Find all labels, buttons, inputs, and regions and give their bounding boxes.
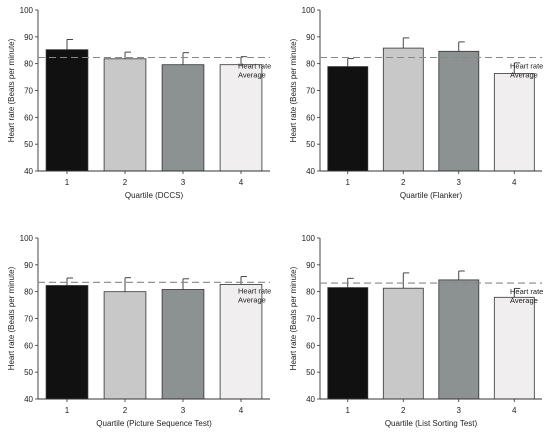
average-label: Average (510, 70, 538, 79)
x-axis-title: Quartile (DCCS) (125, 191, 184, 200)
y-tick-label: 40 (24, 395, 33, 404)
x-axis-title: Quartile (Flanker) (400, 191, 463, 200)
x-tick-label: 4 (512, 178, 517, 187)
y-tick-label: 100 (20, 6, 34, 15)
average-label: Heart rate (238, 61, 271, 70)
bar-3 (161, 289, 205, 400)
x-tick-label: 2 (123, 178, 128, 187)
y-tick-label: 60 (306, 113, 315, 122)
bar-4 (219, 283, 263, 400)
x-axis-title: Quartile (Picture Sequence Test) (96, 419, 212, 428)
bar-1 (45, 49, 89, 172)
y-axis-title: Heart rate (Beats per minute) (289, 38, 298, 142)
bar-2 (103, 58, 147, 172)
y-tick-label: 60 (306, 341, 315, 350)
average-label: Heart rate (238, 286, 271, 295)
bar-3 (438, 279, 480, 400)
y-tick-label: 70 (306, 315, 315, 324)
y-tick-label: 70 (306, 87, 315, 96)
y-tick-label: 70 (24, 315, 33, 324)
y-tick-label: 40 (24, 167, 33, 176)
x-tick-label: 1 (346, 178, 351, 187)
y-axis-title: Heart rate (Beats per minute) (7, 38, 16, 142)
bar-1 (45, 285, 89, 400)
x-tick-label: 4 (239, 178, 244, 187)
x-tick-label: 2 (401, 406, 406, 415)
y-tick-label: 50 (24, 140, 33, 149)
y-tick-label: 70 (24, 87, 33, 96)
y-tick-label: 90 (306, 261, 315, 270)
y-tick-label: 100 (302, 234, 316, 243)
y-tick-label: 90 (24, 33, 33, 42)
y-tick-label: 90 (24, 261, 33, 270)
average-label: Average (238, 295, 266, 304)
x-tick-label: 1 (65, 178, 70, 187)
x-tick-label: 1 (346, 406, 351, 415)
y-tick-label: 80 (306, 288, 315, 297)
x-axis-title: Quartile (List Sorting Test) (385, 419, 478, 428)
bar-4 (493, 73, 535, 172)
x-tick-label: 2 (401, 178, 406, 187)
x-tick-label: 1 (65, 406, 70, 415)
y-tick-label: 80 (24, 60, 33, 69)
average-label: Average (238, 70, 266, 79)
y-tick-label: 90 (306, 33, 315, 42)
y-tick-label: 60 (24, 341, 33, 350)
bar-4 (493, 296, 535, 400)
bar-1 (327, 66, 369, 172)
bar-2 (382, 47, 424, 172)
bar-2 (382, 287, 424, 400)
y-tick-label: 50 (306, 368, 315, 377)
average-label: Heart rate (510, 287, 543, 296)
y-tick-label: 80 (306, 60, 315, 69)
x-tick-label: 4 (239, 406, 244, 415)
x-tick-label: 2 (123, 406, 128, 415)
bar-2 (103, 291, 147, 400)
y-tick-label: 100 (20, 234, 34, 243)
y-tick-label: 100 (302, 6, 316, 15)
y-tick-label: 50 (306, 140, 315, 149)
y-axis-title: Heart rate (Beats per minute) (289, 266, 298, 370)
x-tick-label: 3 (181, 406, 186, 415)
y-tick-label: 60 (24, 113, 33, 122)
bar-3 (161, 64, 205, 172)
x-tick-label: 3 (457, 406, 462, 415)
bar-1 (327, 287, 369, 400)
x-tick-label: 4 (512, 406, 517, 415)
average-label: Average (510, 296, 538, 305)
y-tick-label: 80 (24, 288, 33, 297)
y-tick-label: 50 (24, 368, 33, 377)
y-tick-label: 40 (306, 167, 315, 176)
average-label: Heart rate (510, 61, 543, 70)
bar-4 (219, 64, 263, 172)
x-tick-label: 3 (181, 178, 186, 187)
y-tick-label: 40 (306, 395, 315, 404)
x-tick-label: 3 (457, 178, 462, 187)
bar-3 (438, 50, 480, 172)
y-axis-title: Heart rate (Beats per minute) (7, 266, 16, 370)
